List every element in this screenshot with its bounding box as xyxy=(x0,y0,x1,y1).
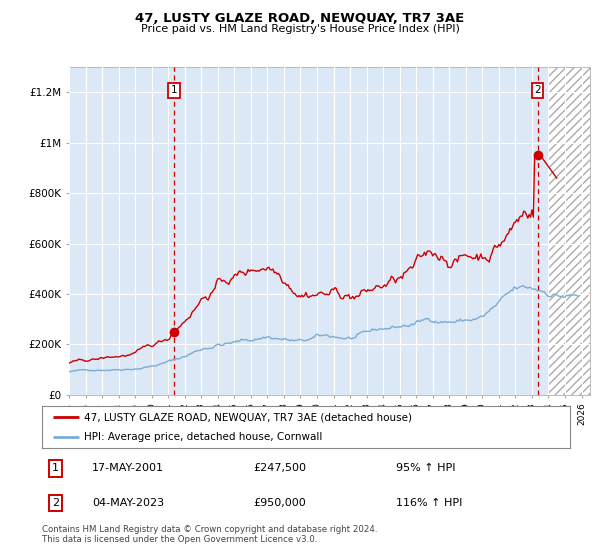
Text: 17-MAY-2001: 17-MAY-2001 xyxy=(92,464,164,473)
Text: 2: 2 xyxy=(534,85,541,95)
Text: HPI: Average price, detached house, Cornwall: HPI: Average price, detached house, Corn… xyxy=(84,432,323,442)
Text: £950,000: £950,000 xyxy=(253,498,306,508)
Bar xyxy=(548,67,590,395)
Text: £247,500: £247,500 xyxy=(253,464,306,473)
Text: 47, LUSTY GLAZE ROAD, NEWQUAY, TR7 3AE (detached house): 47, LUSTY GLAZE ROAD, NEWQUAY, TR7 3AE (… xyxy=(84,412,412,422)
Text: 95% ↑ HPI: 95% ↑ HPI xyxy=(396,464,455,473)
Text: 2: 2 xyxy=(52,498,59,508)
Text: Contains HM Land Registry data © Crown copyright and database right 2024.
This d: Contains HM Land Registry data © Crown c… xyxy=(42,525,377,544)
Text: Price paid vs. HM Land Registry's House Price Index (HPI): Price paid vs. HM Land Registry's House … xyxy=(140,24,460,34)
Text: 116% ↑ HPI: 116% ↑ HPI xyxy=(396,498,462,508)
Text: 47, LUSTY GLAZE ROAD, NEWQUAY, TR7 3AE: 47, LUSTY GLAZE ROAD, NEWQUAY, TR7 3AE xyxy=(136,12,464,25)
Text: 1: 1 xyxy=(171,85,178,95)
Text: 04-MAY-2023: 04-MAY-2023 xyxy=(92,498,164,508)
Text: 1: 1 xyxy=(52,464,59,473)
